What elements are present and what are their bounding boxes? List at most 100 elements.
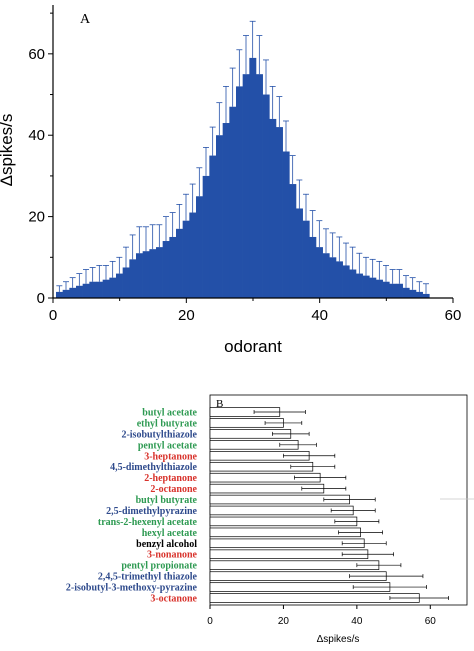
panel-a-xtick-label: 20 <box>178 307 195 324</box>
panel-a-bar <box>276 127 283 298</box>
panel-b-xtick-label: 60 <box>425 616 437 627</box>
panel-a-bar <box>56 291 63 298</box>
panel-a-bar <box>76 285 83 298</box>
panel-b-letter: B <box>216 398 223 410</box>
panel-b-category-label: 2-isobutylthiazole <box>121 429 197 440</box>
panel-b-bar <box>209 538 365 549</box>
panel-a-ytick-label: 20 <box>28 209 45 226</box>
panel-a-bar <box>109 277 117 298</box>
panel-b-category-label: 4,5-dimethylthiazole <box>110 462 197 473</box>
panel-b-xlabel: Δspikes/s <box>317 634 360 645</box>
panel-a-bar <box>422 293 430 298</box>
panel-a-bar <box>402 287 410 298</box>
panel-a-bar <box>256 74 263 298</box>
panel-a-bar <box>209 155 217 298</box>
panel-a-bar <box>116 273 123 298</box>
panel-a-bar <box>129 259 137 298</box>
panel-a-bar <box>236 86 243 298</box>
panel-a-bar <box>269 118 277 298</box>
panel-b-category-label: pentyl acetate <box>138 440 198 451</box>
panel-b-xtick-label: 20 <box>278 616 290 627</box>
panel-a-bar <box>316 247 323 298</box>
panel-a-bar <box>136 253 143 298</box>
panel-a-chart: 0 20 40 60 0 20 40 60 A odorant Δspikes/s <box>0 5 461 356</box>
panel-a-xlabel: odorant <box>224 337 282 356</box>
panel-a-bar <box>169 236 177 298</box>
panel-a-ytick-label: 60 <box>28 46 45 63</box>
panel-a-ticks: 0 20 40 60 0 20 40 60 <box>28 12 462 324</box>
panel-a-bar <box>336 261 343 298</box>
panel-a-bar <box>382 281 390 298</box>
panel-b-category-label: 3-heptanone <box>144 451 197 462</box>
panel-a-bar <box>322 253 330 298</box>
panel-a-ytick-label: 40 <box>28 127 45 144</box>
panel-b-category-label: 2,4,5-trimethyl thiazole <box>98 572 198 583</box>
panel-b-category-label: benzyl alcohol <box>136 539 197 550</box>
panel-a-bar <box>196 196 203 298</box>
panel-a-bar <box>409 289 417 298</box>
panel-a-bar <box>82 283 90 298</box>
panel-b-category-label: 2,5-dimethylpyrazine <box>106 506 197 517</box>
panel-b-ticks: 0 20 40 60 <box>207 605 436 627</box>
panel-a-bar <box>189 212 197 298</box>
panel-a-bar <box>296 208 303 298</box>
panel-a-bar <box>369 277 377 298</box>
panel-a-xtick-label: 40 <box>311 307 328 324</box>
panel-a-bar <box>282 151 290 298</box>
panel-b-bar <box>209 560 380 570</box>
panel-b-category-label: 2-heptanone <box>144 473 197 484</box>
panel-a-bar <box>176 228 183 298</box>
panel-a-bar <box>289 184 297 298</box>
panel-a-bar <box>156 247 163 298</box>
panel-a-bar <box>329 257 337 298</box>
panel-b-bar <box>209 527 361 538</box>
panel-b-xtick-label: 40 <box>351 616 363 627</box>
panel-a-bar <box>102 279 110 298</box>
panel-a-xtick-label: 60 <box>445 307 462 324</box>
panel-b-category-label: 3-octanone <box>150 594 197 605</box>
panel-a-ytick-label: 0 <box>37 290 45 307</box>
panel-a-bar <box>96 281 103 298</box>
panel-a-bar <box>62 289 70 298</box>
panel-a-bar <box>229 106 237 298</box>
panel-a-bar <box>249 57 257 299</box>
panel-a-bar <box>302 220 310 298</box>
panel-a-bar <box>122 267 130 298</box>
panel-b-category-label: pentyl propionate <box>121 561 197 572</box>
panel-a-bar <box>69 287 77 298</box>
panel-a-bar <box>396 283 403 298</box>
panel-a-bar <box>342 265 350 298</box>
panel-a-xtick-label: 0 <box>49 307 57 324</box>
panel-a-bar <box>202 175 210 298</box>
panel-b-category-label: 3-nonanone <box>147 550 198 561</box>
panel-a-bar <box>162 241 170 298</box>
panel-a-bar <box>149 249 157 298</box>
panel-a-bar <box>362 275 370 298</box>
panel-a-bars <box>56 20 430 299</box>
panel-a-bar <box>242 74 250 298</box>
panel-a-bar <box>376 279 383 298</box>
panel-a-bar <box>389 283 397 298</box>
panel-a-bar <box>89 281 97 298</box>
panel-a-bar <box>309 236 317 298</box>
panel-b-category-label: butyl butyrate <box>136 495 198 506</box>
panel-a-letter: A <box>80 12 91 27</box>
panel-b-category-label: 2-isobutyl-3-methoxy-pyrazine <box>66 583 198 594</box>
panel-b-bar <box>209 593 420 603</box>
panel-a-bar <box>222 123 230 298</box>
panel-a-bar <box>262 94 270 299</box>
panel-a-axes <box>52 5 453 299</box>
panel-a-bar <box>356 273 363 298</box>
panel-b-category-label: 2-octanone <box>150 484 197 495</box>
panel-b-category-label: butyl acetate <box>142 408 197 419</box>
panel-b-bars <box>209 407 449 603</box>
panel-a-bar <box>182 220 190 298</box>
panel-b-xtick-label: 0 <box>207 616 213 627</box>
panel-a-ylabel: Δspikes/s <box>0 114 16 187</box>
panel-a-bar <box>142 251 150 298</box>
panel-a-bar <box>216 135 223 298</box>
panel-b-category-label: ethyl butyrate <box>137 418 198 429</box>
